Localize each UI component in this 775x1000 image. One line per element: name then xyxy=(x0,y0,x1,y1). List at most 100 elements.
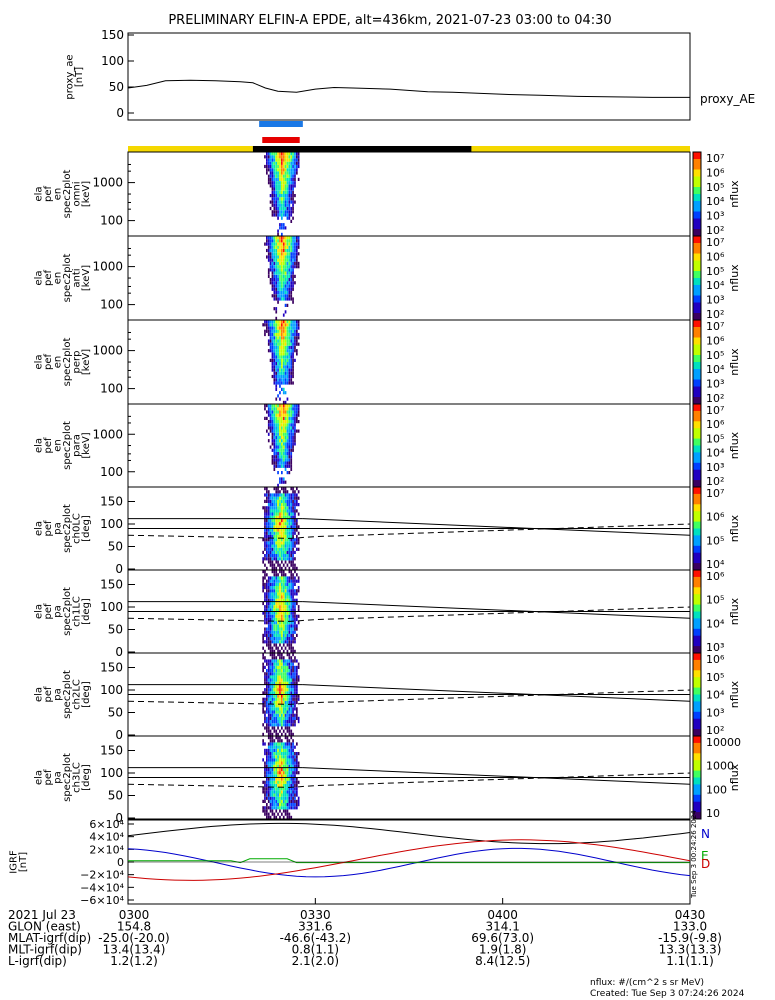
spectrogram-cell xyxy=(286,582,289,586)
spectrogram-cell xyxy=(288,617,291,622)
spectrogram-cell xyxy=(296,171,298,175)
spectrogram-cell xyxy=(266,729,268,733)
spectrogram-cell xyxy=(266,404,268,408)
spectrogram-cell xyxy=(290,732,293,736)
spectrogram-cell xyxy=(294,531,296,535)
spectrogram-cell xyxy=(275,752,278,756)
spectrogram-cell xyxy=(269,579,272,583)
spectrogram-cell xyxy=(284,522,287,526)
spectrogram-cell xyxy=(288,326,291,330)
spectrogram-cell xyxy=(292,284,294,288)
spectrogram-cell xyxy=(292,271,294,275)
spectrogram-cell xyxy=(277,723,279,727)
colorbar-segment xyxy=(693,528,701,533)
spectrogram-cell xyxy=(294,563,296,567)
spectrogram-cell xyxy=(275,429,278,433)
spectrogram-cell xyxy=(294,630,296,634)
spectrogram-cell xyxy=(281,771,283,775)
spectrogram-cell xyxy=(279,161,281,165)
spectrogram-cell xyxy=(275,365,278,369)
y-tick-label: 50 xyxy=(108,789,123,803)
spectrogram-cell xyxy=(267,528,270,532)
spectrogram-cell xyxy=(264,716,266,720)
spectrogram-cell xyxy=(292,258,294,262)
spectrogram-cell xyxy=(284,799,287,803)
spectrogram-cell xyxy=(262,579,264,583)
spectrogram-cell xyxy=(290,550,293,554)
spectrogram-cell xyxy=(286,278,289,282)
colorbar-segment xyxy=(693,295,701,300)
spectrogram-cell xyxy=(282,723,285,727)
spectrogram-cell xyxy=(267,271,270,275)
spectrogram-cell xyxy=(290,729,293,733)
spectrogram-cell xyxy=(277,242,279,246)
spectrogram-cell xyxy=(290,803,293,807)
spectrogram-cell xyxy=(294,155,296,159)
spectrogram-cell xyxy=(288,261,291,265)
spectrogram-cell xyxy=(267,710,270,714)
spectrogram-cell xyxy=(271,496,274,500)
spectrogram-cell xyxy=(277,601,279,606)
spectrogram-cell xyxy=(286,164,289,169)
spectrogram-cell xyxy=(275,236,278,240)
spectrogram-cell xyxy=(269,493,272,497)
colorbar-segment xyxy=(693,476,701,481)
spectrogram-cell xyxy=(277,755,279,759)
spectrogram-cell xyxy=(266,493,268,497)
spectrogram-cell xyxy=(273,371,276,375)
colorbar-segment xyxy=(693,292,701,296)
spectrogram-cell xyxy=(281,774,283,778)
spectrogram-cell xyxy=(281,796,283,800)
colorbar-segment xyxy=(693,173,701,177)
spectrogram-cell xyxy=(286,496,289,500)
y-axis-label-line: pa xyxy=(52,771,63,783)
spectrogram-cell xyxy=(275,758,278,762)
spectrogram-cell xyxy=(282,226,285,230)
spectrogram-cell xyxy=(267,174,270,178)
spectrogram-cell xyxy=(275,643,278,647)
spectrogram-cell xyxy=(284,161,287,165)
colorbar-segment xyxy=(693,187,701,191)
spectrogram-cell xyxy=(273,374,276,379)
colorbar-segment xyxy=(693,763,701,768)
spectrogram-cell xyxy=(277,598,279,602)
spectrogram-cell xyxy=(271,707,274,711)
spectrogram-cell xyxy=(275,464,278,468)
spectrogram-cell xyxy=(279,771,281,775)
spectrogram-cell xyxy=(281,525,283,529)
spectrogram-cell xyxy=(282,203,285,207)
spectrogram-cell xyxy=(273,509,276,513)
spectrogram-cell xyxy=(286,665,289,669)
spectrogram-cell xyxy=(288,793,291,797)
spectrogram-cell xyxy=(288,458,291,462)
spectrogram-cell xyxy=(277,678,279,682)
spectrogram-cell xyxy=(288,518,291,523)
spectrogram-cell xyxy=(269,796,272,800)
spectrogram-cell xyxy=(269,194,272,198)
spectrogram-cell xyxy=(266,752,268,756)
y-axis-label-line: pef xyxy=(43,437,54,454)
spectrogram-cell xyxy=(281,646,283,650)
spectrogram-cell xyxy=(267,512,270,516)
spectrogram-cell xyxy=(286,290,289,295)
spectrogram-cell xyxy=(269,420,272,424)
colorbar-segment xyxy=(693,770,701,775)
spectrogram-cell xyxy=(269,710,272,714)
spectrogram-cell xyxy=(296,713,298,717)
spectrogram-cell xyxy=(284,586,287,590)
spectrogram-cell xyxy=(288,684,291,689)
spectrogram-cell xyxy=(273,320,276,324)
spectrogram-cell xyxy=(279,336,281,340)
spectrogram-cell xyxy=(292,790,294,794)
spectrogram-cell xyxy=(281,374,283,379)
spectrogram-cell xyxy=(275,675,278,679)
spectrogram-cell xyxy=(281,480,283,484)
spectrogram-cell xyxy=(284,448,287,452)
spectrogram-cell xyxy=(264,704,266,708)
spectrogram-cell xyxy=(284,681,287,685)
spectrogram-cell xyxy=(292,678,294,682)
spectrogram-cell xyxy=(292,627,294,631)
spectrogram-cell xyxy=(284,515,287,519)
spectrogram-cell xyxy=(294,245,296,249)
